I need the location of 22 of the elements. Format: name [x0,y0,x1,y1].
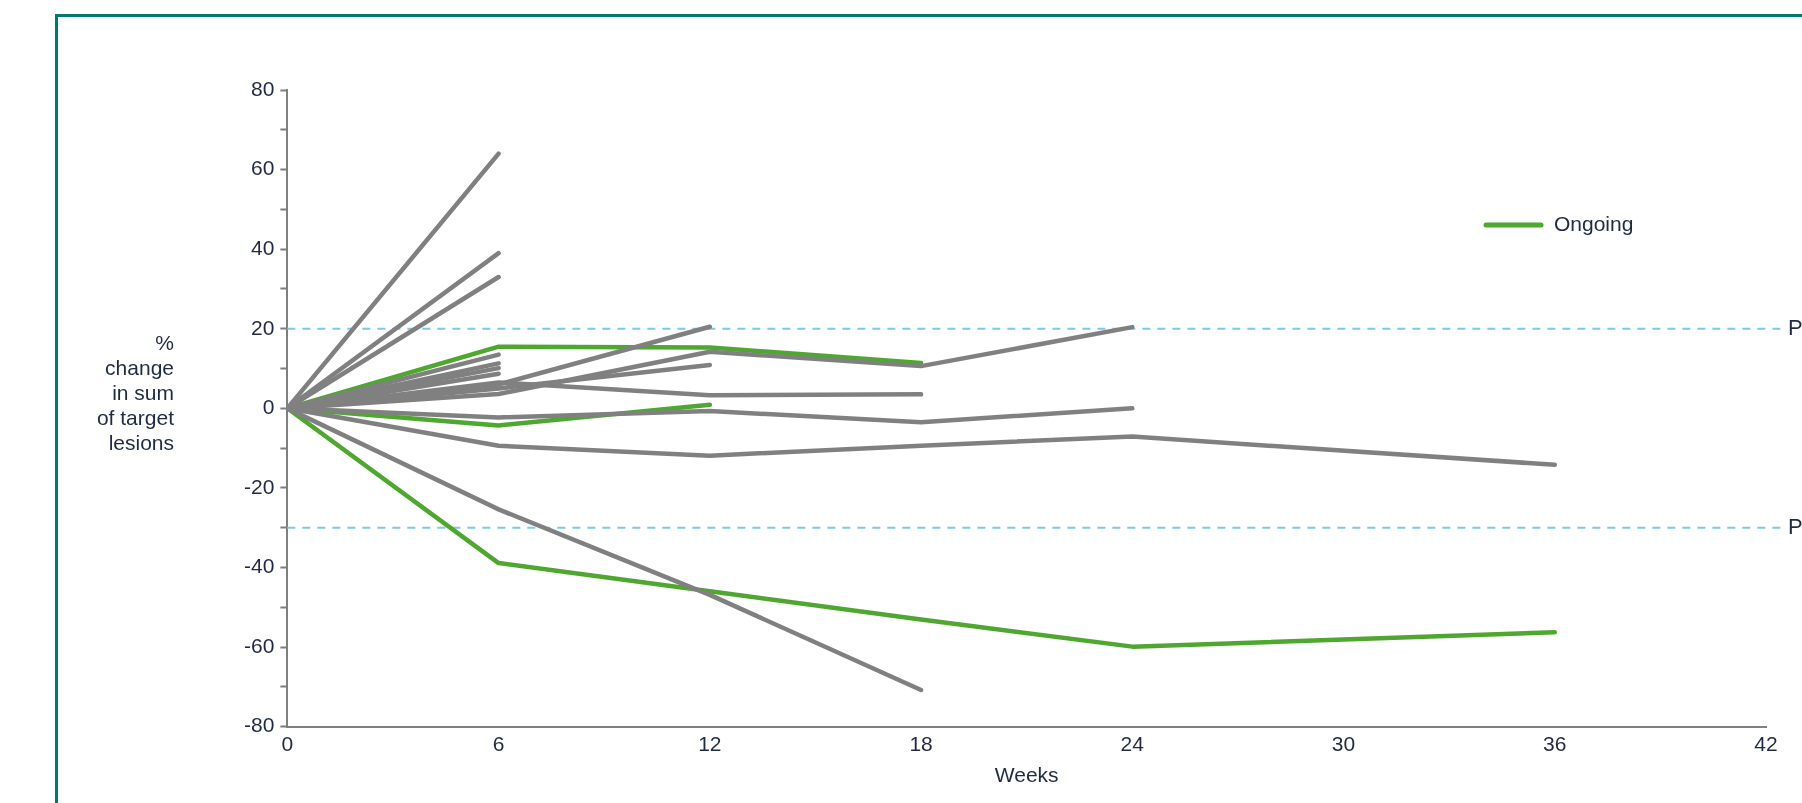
x-tick-label: 42 [1754,732,1778,755]
x-tick-label: 36 [1543,732,1567,755]
y-tick-label: -60 [243,633,275,657]
ref-line-label: P [1788,314,1802,340]
x-tick-label: 30 [1331,732,1356,755]
x-tick-label: 24 [1120,732,1145,755]
x-tick-label: 18 [909,732,933,755]
x-tick-label: 0 [281,732,294,755]
x-axis-title: Weeks [994,763,1059,787]
y-tick-label: 20 [250,315,275,339]
ref-line-label: P [1788,513,1802,539]
x-tick-label: 12 [698,732,722,755]
legend-label: Ongoing [1554,211,1634,235]
y-tick-label: 60 [250,156,275,180]
y-axis-title: % change in sum of target lesions [95,330,174,455]
y-tick-label: 80 [250,76,275,100]
x-tick-label: 6 [492,732,505,755]
y-tick-label: -40 [243,554,275,578]
y-tick-label: 40 [250,235,275,259]
y-tick-label: -20 [243,474,275,498]
y-tick-label: 0 [262,395,275,419]
y-tick-label: -80 [243,713,275,737]
